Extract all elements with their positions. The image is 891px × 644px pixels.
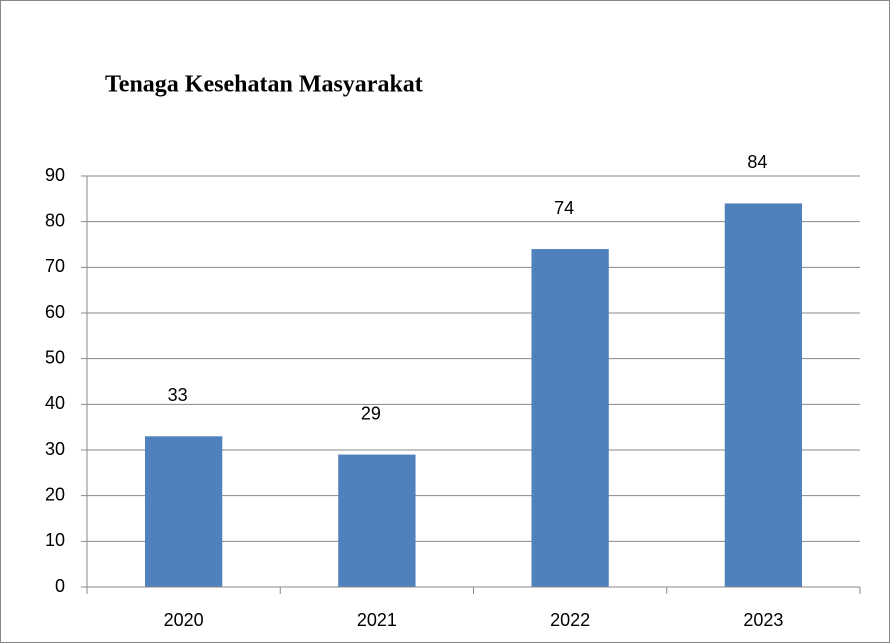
y-tick-label: 0: [55, 576, 65, 596]
bar: [531, 249, 609, 588]
y-tick-label: 50: [45, 347, 65, 367]
y-tick-label: 60: [45, 302, 65, 322]
chart-title: Tenaga Kesehatan Masyarakat: [105, 72, 423, 98]
y-tick-label: 30: [45, 439, 65, 459]
data-label: 33: [168, 385, 188, 405]
bar: [338, 454, 416, 587]
x-tick-label: 2022: [550, 610, 590, 630]
data-label: 29: [361, 403, 381, 423]
x-tick-label: 2021: [357, 610, 397, 630]
x-tick-label: 2020: [164, 610, 204, 630]
y-tick-label: 80: [45, 210, 65, 230]
y-tick-label: 20: [45, 484, 65, 504]
bar: [144, 436, 223, 587]
y-tick-label: 10: [45, 530, 65, 550]
data-label: 74: [554, 198, 574, 218]
data-label: 84: [747, 152, 767, 172]
y-tick-label: 70: [45, 256, 65, 276]
y-tick-label: 40: [45, 393, 65, 413]
bar: [724, 203, 803, 587]
y-tick-label: 90: [45, 165, 65, 185]
x-tick-label: 2023: [743, 610, 783, 630]
